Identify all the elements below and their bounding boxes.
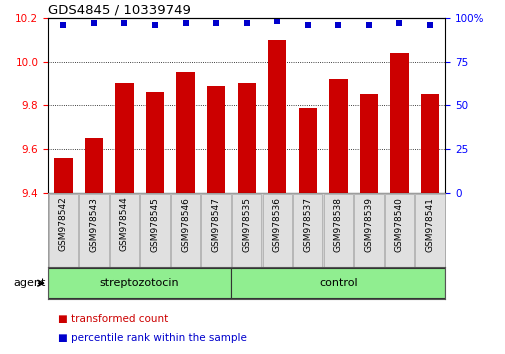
Bar [384, 194, 413, 267]
Bar [176, 73, 194, 193]
Text: control: control [318, 278, 357, 288]
Text: GSM978538: GSM978538 [333, 197, 342, 252]
Bar [389, 53, 408, 193]
Text: GDS4845 / 10339749: GDS4845 / 10339749 [48, 4, 190, 17]
Bar [207, 86, 225, 193]
Bar [323, 194, 352, 267]
Text: GSM978535: GSM978535 [242, 197, 250, 252]
Bar [48, 194, 78, 267]
Text: agent: agent [13, 278, 45, 288]
Bar [237, 84, 256, 193]
Bar [262, 194, 291, 267]
Bar [171, 194, 200, 267]
Bar [79, 194, 109, 267]
Text: GSM978541: GSM978541 [425, 197, 434, 252]
Bar [145, 92, 164, 193]
Bar [420, 95, 438, 193]
Text: GSM978542: GSM978542 [59, 197, 68, 251]
Text: GSM978536: GSM978536 [272, 197, 281, 252]
Bar [110, 194, 139, 267]
Text: GSM978543: GSM978543 [89, 197, 98, 252]
Bar [232, 194, 261, 267]
Text: GSM978540: GSM978540 [394, 197, 403, 252]
Bar [140, 194, 169, 267]
Text: GSM978547: GSM978547 [211, 197, 220, 252]
Bar [359, 95, 377, 193]
Bar [48, 268, 231, 298]
Bar [201, 194, 230, 267]
Bar [115, 84, 133, 193]
Text: ■ percentile rank within the sample: ■ percentile rank within the sample [58, 333, 246, 343]
Text: GSM978537: GSM978537 [302, 197, 312, 252]
Bar [354, 194, 383, 267]
Bar [231, 268, 444, 298]
Text: GSM978546: GSM978546 [181, 197, 190, 252]
Text: GSM978544: GSM978544 [120, 197, 129, 251]
Bar [329, 79, 347, 193]
Text: GSM978545: GSM978545 [150, 197, 159, 252]
Bar [54, 158, 72, 193]
Text: ■ transformed count: ■ transformed count [58, 314, 168, 324]
Bar [84, 138, 103, 193]
Bar [298, 108, 316, 193]
Text: streptozotocin: streptozotocin [99, 278, 179, 288]
Text: GSM978539: GSM978539 [364, 197, 373, 252]
Bar [268, 40, 286, 193]
Bar [292, 194, 322, 267]
Bar [415, 194, 444, 267]
